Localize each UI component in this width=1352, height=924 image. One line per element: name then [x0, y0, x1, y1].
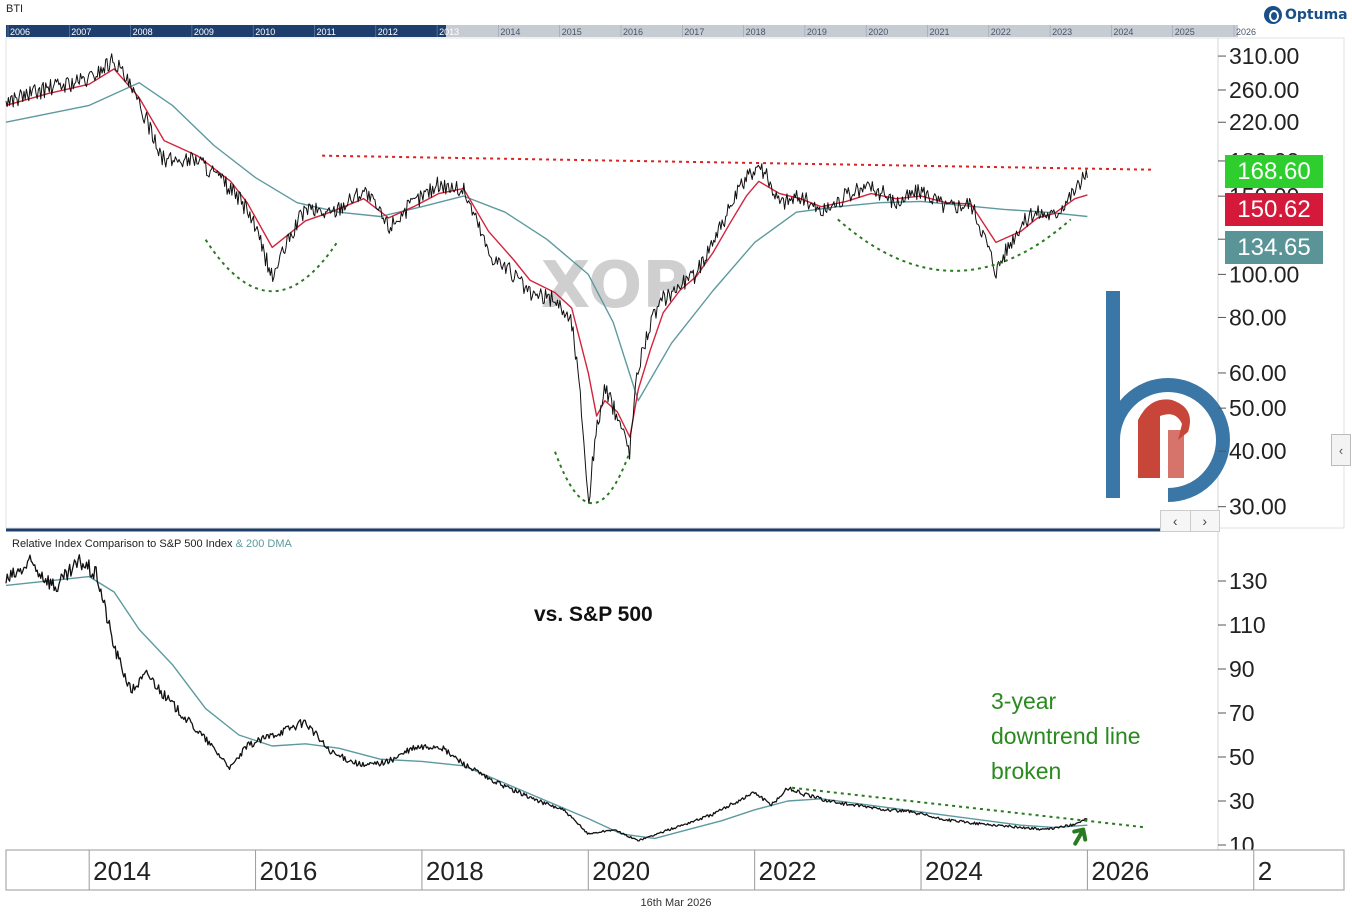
mini-navigator[interactable]: 2006 2007 2008 2009 2010 2011 2012 2013 2014 2015…: [6, 25, 1256, 37]
logo-r: [1138, 399, 1190, 478]
price-axis-label: 310.00: [1229, 43, 1299, 69]
x-axis-label: 2: [1258, 856, 1272, 886]
downtrend-line: [791, 786, 1146, 829]
mini-year-label: 2023: [1052, 27, 1072, 37]
sidebar-collapse-button[interactable]: ‹: [1331, 434, 1351, 466]
x-axis-label: 2016: [260, 856, 318, 886]
price-axis-label: 40.00: [1229, 438, 1287, 464]
mini-year-label: 2016: [623, 27, 643, 37]
resistance-line: [322, 154, 1154, 171]
mini-year-label: 2019: [807, 27, 827, 37]
short-ma-line: [5, 68, 1088, 438]
relative-axis-label: 110: [1229, 612, 1266, 638]
vs-sp500-annotation: vs. S&P 500: [534, 603, 653, 626]
mini-year-label: 2026: [1236, 27, 1256, 37]
price-axis-label: 50.00: [1229, 395, 1287, 421]
relative-axis-label: 130: [1229, 568, 1267, 594]
x-axis-label: 2020: [592, 856, 650, 886]
mini-navigator-dark: [6, 25, 446, 37]
mini-year-label: 2010: [255, 27, 275, 37]
x-axis-label: 2024: [925, 856, 983, 886]
mini-year-label: 2012: [378, 27, 398, 37]
mini-year-label: 2025: [1175, 27, 1195, 37]
scroll-right-button[interactable]: ›: [1191, 511, 1220, 531]
mini-year-label: 2024: [1113, 27, 1133, 37]
mini-year-label: 2018: [746, 27, 766, 37]
long-ma-line: [5, 82, 1088, 402]
relative-title-dma: & 200 DMA: [232, 538, 292, 550]
scroll-left-button[interactable]: ‹: [1161, 511, 1191, 531]
price-panel: XOP 310.00260.00220.00180.00150.00120.00…: [5, 37, 1345, 529]
relative-axis-label: 50: [1229, 744, 1255, 770]
mini-year-label: 2013: [439, 27, 459, 37]
x-axis-label: 2026: [1091, 856, 1149, 886]
mini-year-label: 2017: [684, 27, 704, 37]
logo-r-leg: [1168, 430, 1184, 478]
price-line: [5, 53, 1088, 504]
mini-year-label: 2007: [71, 27, 91, 37]
price-axis-label: 60.00: [1229, 360, 1287, 386]
x-axis-label: 2022: [759, 856, 817, 886]
chart-nav-buttons: ‹ ›: [1160, 510, 1220, 532]
pattern-arc: [837, 218, 1072, 272]
optuma-brand-text: Optuma: [1285, 7, 1348, 23]
short-ma-tag: 150.62: [1225, 193, 1323, 226]
pattern-arc: [554, 451, 631, 505]
relative-line: [5, 554, 1088, 842]
price-axis-label: 260.00: [1229, 77, 1299, 103]
last-price-tag: 168.60: [1225, 155, 1323, 188]
mini-year-label: 2022: [991, 27, 1011, 37]
relative-dma-line: [5, 575, 1088, 840]
mini-year-label: 2014: [500, 27, 520, 37]
mini-year-label: 2021: [930, 27, 950, 37]
watermark-logo-icon: [1106, 291, 1230, 502]
mini-year-label: 2006: [10, 27, 30, 37]
mini-year-label: 2015: [562, 27, 582, 37]
breakout-arrow-icon: [1072, 827, 1088, 846]
logo-stem: [1106, 291, 1120, 498]
x-axis-frame: [5, 849, 1345, 891]
relative-panel-title: Relative Index Comparison to S&P 500 Ind…: [12, 538, 292, 550]
optuma-logo: Optuma: [1264, 4, 1348, 26]
chevron-left-icon: ‹: [1172, 513, 1178, 529]
pattern-arc: [204, 239, 340, 292]
relative-axis-label: 70: [1229, 700, 1255, 726]
downtrend-break-annotation: 3-year downtrend line broken: [991, 684, 1141, 789]
chevron-right-icon: ›: [1202, 513, 1208, 529]
x-axis: 2014 2016 2018 2020 2022 2024 2026 2: [5, 849, 1345, 891]
annotation-line-3: broken: [991, 758, 1062, 784]
annotation-line-2: downtrend line: [991, 723, 1141, 749]
mini-year-label: 2020: [868, 27, 888, 37]
mini-navigator-light: [446, 25, 1238, 37]
price-axis-label: 30.00: [1229, 494, 1287, 520]
logo-bowl: [1106, 378, 1230, 502]
price-axis-label: 80.00: [1229, 304, 1287, 330]
footer-date: 16th Mar 2026: [640, 897, 712, 909]
ticker-label: BTI: [6, 3, 24, 15]
x-axis-label: 2014: [93, 856, 151, 886]
relative-title-text: Relative Index Comparison to S&P 500 Ind…: [12, 538, 233, 550]
relative-axis-label: 30: [1229, 788, 1255, 814]
x-axis-label: 2018: [426, 856, 484, 886]
price-panel-frame: [5, 37, 1345, 529]
mini-year-label: 2008: [133, 27, 153, 37]
price-axis-label: 220.00: [1229, 109, 1299, 135]
price-axis-label: 100.00: [1229, 261, 1299, 287]
relative-axis-label: 90: [1229, 656, 1255, 682]
chevron-left-icon: ‹: [1338, 442, 1344, 458]
annotation-line-1: 3-year: [991, 688, 1057, 714]
long-ma-tag: 134.65: [1225, 231, 1323, 264]
mini-year-label: 2009: [194, 27, 214, 37]
mini-year-label: 2011: [317, 27, 336, 37]
optuma-logo-icon: [1264, 6, 1282, 24]
